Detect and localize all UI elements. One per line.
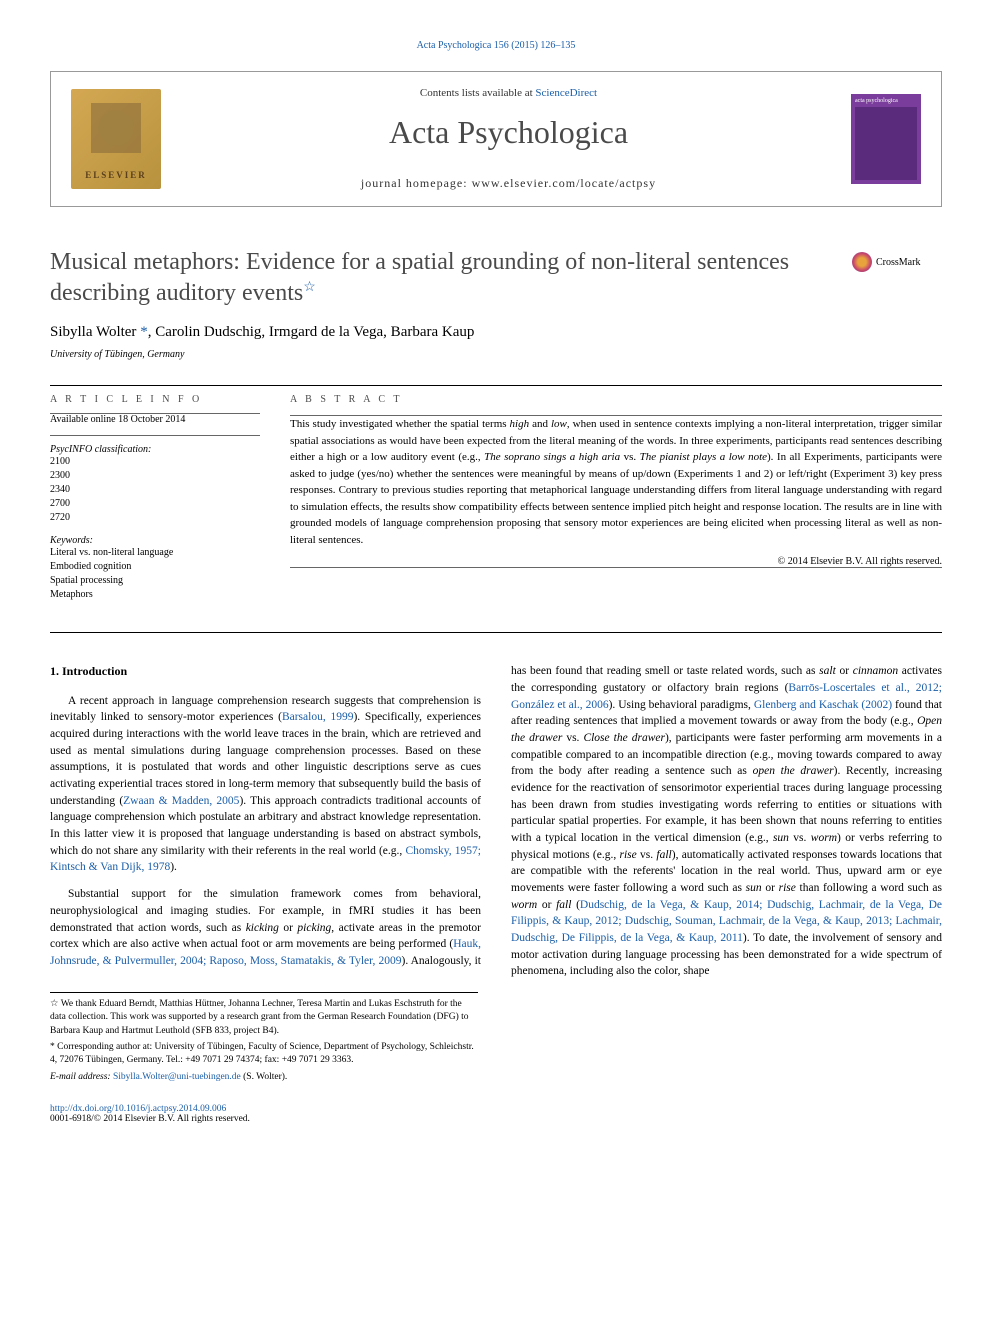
abstract-copyright: © 2014 Elsevier B.V. All rights reserved… <box>290 556 942 567</box>
journal-header: ELSEVIER Contents lists available at Sci… <box>50 71 942 207</box>
available-online-date: Available online 18 October 2014 <box>50 414 260 425</box>
crossmark-badge[interactable]: CrossMark <box>852 247 942 277</box>
citation-link[interactable]: Acta Psychologica 156 (2015) 126–135 <box>417 40 576 51</box>
keywords-list: Literal vs. non-literal language Embodie… <box>50 546 260 602</box>
abstract-label: A B S T R A C T <box>290 394 942 405</box>
authors-line: Sibylla Wolter *, Carolin Dudschig, Irmg… <box>50 324 942 341</box>
psycinfo-heading: PsycINFO classification: <box>50 444 260 455</box>
author-email-link[interactable]: Sibylla.Wolter@uni-tuebingen.de <box>113 1072 241 1082</box>
title-footnote-mark: ☆ <box>303 280 316 295</box>
journal-homepage: journal homepage: www.elsevier.com/locat… <box>186 176 831 191</box>
crossmark-icon <box>852 252 872 272</box>
header-citation: Acta Psychologica 156 (2015) 126–135 <box>50 40 942 51</box>
psycinfo-codes: 2100 2300 2340 2700 2720 <box>50 455 260 525</box>
article-info-label: A R T I C L E I N F O <box>50 394 260 405</box>
abstract-text: This study investigated whether the spat… <box>290 416 942 548</box>
corresponding-author-footnote: * Corresponding author at: University of… <box>50 1041 478 1068</box>
section-heading: 1. Introduction <box>50 663 481 680</box>
email-footnote: E-mail address: Sibylla.Wolter@uni-tuebi… <box>50 1071 478 1084</box>
acknowledgment-footnote: ☆ We thank Eduard Berndt, Matthias Hüttn… <box>50 998 478 1038</box>
keywords-heading: Keywords: <box>50 535 260 546</box>
journal-cover-thumbnail: acta psychologica <box>851 94 921 184</box>
contents-available: Contents lists available at ScienceDirec… <box>186 87 831 99</box>
sciencedirect-link[interactable]: ScienceDirect <box>535 87 597 99</box>
article-title: Musical metaphors: Evidence for a spatia… <box>50 247 832 309</box>
body-text: 1. Introduction A recent approach in lan… <box>50 663 942 980</box>
affiliation: University of Tübingen, Germany <box>50 349 942 360</box>
journal-name: Acta Psychologica <box>186 114 831 151</box>
doi-link[interactable]: http://dx.doi.org/10.1016/j.actpsy.2014.… <box>50 1104 226 1114</box>
elsevier-logo: ELSEVIER <box>71 89 161 189</box>
footnotes: ☆ We thank Eduard Berndt, Matthias Hüttn… <box>50 992 478 1084</box>
issn-copyright: 0001-6918/© 2014 Elsevier B.V. All right… <box>50 1114 942 1124</box>
page-footer: http://dx.doi.org/10.1016/j.actpsy.2014.… <box>50 1104 942 1124</box>
